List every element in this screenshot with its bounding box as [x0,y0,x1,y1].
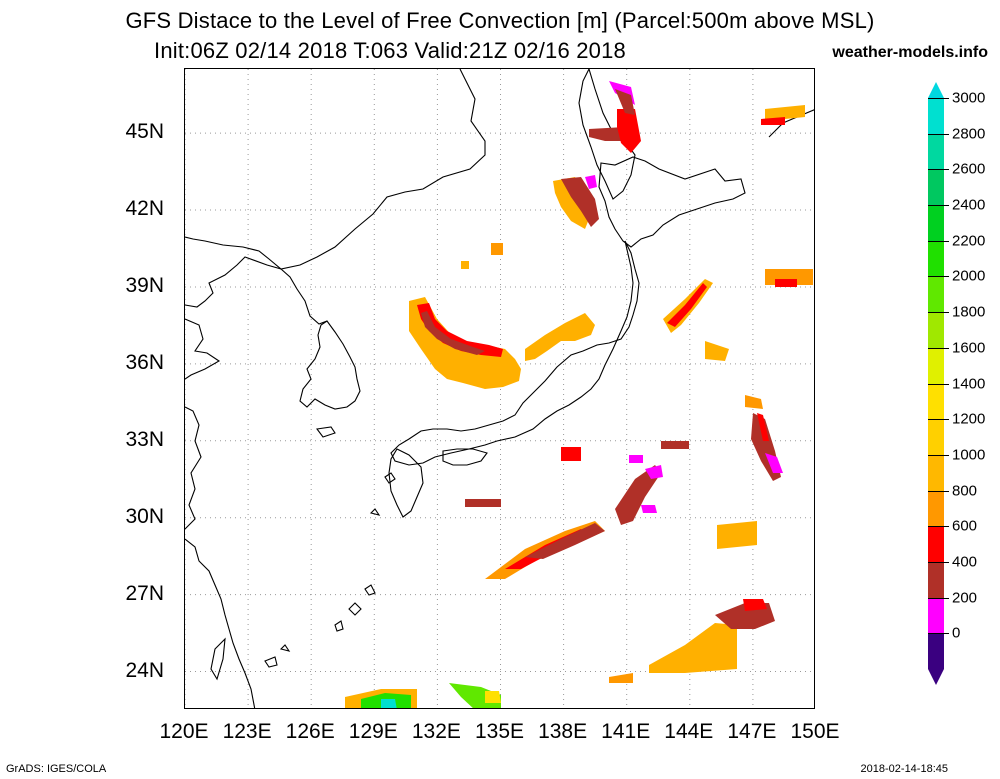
lon-label: 150E [790,720,840,743]
colorbar-segment [928,347,944,384]
colorbar-segment [928,276,944,313]
lat-label: 42N [125,197,164,221]
colorbar-label: 2000 [952,267,986,285]
lat-label: 30N [125,504,164,528]
lon-label: 141E [601,720,651,743]
footer-credit: GrADS: IGES/COLA [6,763,107,775]
colorbar-label: 2600 [952,160,986,178]
colorbar-label: 400 [952,553,978,571]
lon-label: 147E [727,720,777,743]
colorbar-segment [928,169,944,206]
colorbar-segment [928,490,944,527]
colorbar-label: 1200 [952,410,986,428]
colorbar-label: 800 [952,482,978,500]
colorbar-tick [944,633,949,635]
lon-label: 144E [664,720,714,743]
lfc-shading [345,81,813,708]
colorbar-tick [944,561,949,563]
lon-label: 129E [348,720,398,743]
colorbar-tick [944,526,949,528]
colorbar-tick [944,240,949,242]
lat-label: 39N [125,273,164,297]
lat-label: 27N [125,581,164,605]
colorbar-bottom-arrow [928,669,944,685]
colorbar-tick [944,205,949,207]
colorbar-segment [928,561,944,598]
colorbar-tick [944,454,949,456]
colorbar-tick [944,383,949,385]
colorbar-segment [928,633,944,669]
colorbar-tick [944,98,949,99]
colorbar-tick [944,133,949,135]
map-panel [184,68,815,709]
lat-label: 36N [125,350,164,374]
colorbar-label: 2200 [952,232,986,250]
colorbar [928,98,944,669]
colorbar-segment [928,419,944,455]
colorbar-segment [928,240,944,277]
colorbar-segment [928,205,944,241]
colorbar-tick [944,597,949,599]
lat-label: 45N [125,120,164,144]
colorbar-label: 1400 [952,375,986,392]
site-label: weather-models.info [832,44,988,61]
colorbar-tick [944,419,949,421]
colorbar-label: 0 [952,624,961,642]
colorbar-tick [944,169,949,171]
colorbar-tick [944,490,949,492]
lat-label: 24N [125,658,164,682]
colorbar-label: 200 [952,589,978,607]
colorbar-segment [928,526,944,562]
map-title: GFS Distace to the Level of Free Convect… [125,8,875,33]
colorbar-label: 1800 [952,303,986,321]
colorbar-top-arrow [928,82,944,98]
colorbar-label: 1000 [952,446,986,464]
lon-label: 138E [538,720,588,743]
lon-label: 132E [411,720,461,743]
lon-label: 126E [285,720,335,743]
footer-timestamp: 2018-02-14-18:45 [860,763,948,775]
colorbar-segment [928,454,944,491]
colorbar-segment [928,133,944,170]
coastlines [185,69,814,708]
lat-label: 33N [125,427,164,451]
colorbar-label: 3000 [952,89,986,107]
map-canvas [185,69,814,708]
colorbar-tick [944,347,949,349]
colorbar-segment [928,312,944,348]
colorbar-tick [944,312,949,314]
colorbar-label: 2400 [952,196,986,214]
lon-label: 135E [474,720,525,743]
colorbar-label: 1600 [952,339,986,357]
colorbar-segment [928,597,944,634]
colorbar-tick [944,276,949,278]
map-subtitle: Init:06Z 02/14 2018 T:063 Valid:21Z 02/1… [154,38,626,63]
lon-label: 123E [222,720,272,743]
colorbar-label: 600 [952,517,978,535]
lon-label: 120E [159,720,209,743]
colorbar-label: 2800 [952,125,986,143]
colorbar-segment [928,383,944,420]
colorbar-segment [928,98,944,134]
